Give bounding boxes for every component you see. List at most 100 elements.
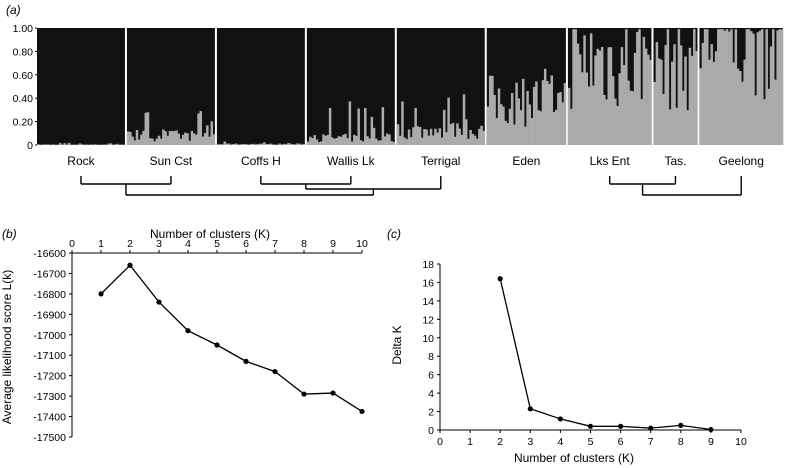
- structure-bar: [267, 143, 270, 145]
- structure-bar: [506, 122, 510, 145]
- structure-bar: [434, 128, 437, 145]
- panel-b-x-tick-label: 10: [356, 238, 368, 250]
- structure-bar: [475, 138, 479, 145]
- structure-bar: [364, 108, 367, 145]
- panel-c-y-tick-label: 6: [428, 370, 434, 382]
- panel-b-x-tick-label: 0: [69, 238, 75, 250]
- structure-bar: [480, 125, 483, 145]
- structure-bar: [622, 65, 626, 145]
- structure-bar: [375, 138, 378, 145]
- structure-bar: [478, 128, 481, 145]
- panel-c-x-tick-label: 8: [678, 436, 684, 448]
- panel-b-data-point: [156, 299, 162, 305]
- structure-bar: [473, 135, 477, 145]
- panel-b-x-tick-label: 5: [214, 238, 220, 250]
- structure-bar: [412, 127, 415, 145]
- structure-bar: [673, 44, 676, 145]
- structure-bar: [462, 94, 466, 145]
- panel-c-data-point: [678, 422, 684, 428]
- structure-bar: [640, 99, 643, 145]
- structure-bar: [249, 144, 253, 145]
- structure-bar: [706, 29, 709, 146]
- structure-bar: [133, 140, 137, 145]
- structure-bar: [245, 144, 248, 145]
- structure-bar: [440, 137, 444, 145]
- structure-bar: [293, 144, 297, 145]
- structure-bar: [585, 72, 589, 145]
- structure-bar: [390, 141, 393, 145]
- structure-bar: [429, 128, 433, 145]
- structure-bar: [372, 127, 376, 145]
- structure-bar: [225, 143, 229, 145]
- structure-bar: [679, 45, 683, 145]
- panel-c-x-tick-label: 4: [557, 436, 563, 448]
- structure-bar: [688, 47, 692, 145]
- structure-bar: [453, 136, 457, 145]
- structure-bar: [719, 29, 722, 146]
- structure-bar: [638, 29, 641, 146]
- structure-bar: [129, 132, 132, 145]
- structure-bar: [80, 144, 84, 145]
- structure-bar: [157, 135, 161, 145]
- structure-bar: [285, 144, 288, 145]
- structure-bar: [747, 29, 751, 146]
- structure-bar: [552, 111, 556, 145]
- structure-bar: [499, 104, 503, 145]
- structure-bar: [67, 142, 71, 145]
- panel-c-y-tick-label: 14: [422, 296, 434, 308]
- panel-c-x-tick-label: 6: [618, 436, 624, 448]
- structure-bar: [269, 143, 273, 145]
- structure-bar: [524, 126, 527, 145]
- structure-bar: [416, 126, 420, 145]
- structure-bar: [642, 36, 646, 146]
- structure-bar: [298, 143, 301, 145]
- structure-bar: [550, 75, 554, 145]
- structure-bar: [736, 68, 740, 145]
- structure-bar: [686, 110, 689, 145]
- structure-bar: [420, 137, 424, 145]
- structure-bar: [164, 131, 167, 145]
- structure-bar: [616, 105, 619, 145]
- structure-bar: [754, 95, 757, 145]
- structure-bar: [660, 59, 663, 146]
- panel-b-y-tick-label: -16600: [33, 248, 66, 260]
- structure-bar: [532, 86, 536, 145]
- structure-bar: [541, 80, 545, 145]
- structure-bar: [530, 118, 534, 145]
- panel-a-y-axis: 0 0.20 0.40 0.60 0.80 1.00: [13, 23, 37, 152]
- structure-bar: [488, 75, 492, 145]
- structure-bar: [309, 136, 312, 145]
- panel-a-y-tick-label: 0: [27, 140, 33, 152]
- panel-c-y-tick-label: 18: [422, 259, 434, 271]
- structure-bar: [370, 116, 374, 145]
- structure-bar: [690, 55, 694, 146]
- panel-b-x-tick-label: 6: [243, 238, 249, 250]
- structure-bar: [710, 44, 713, 145]
- structure-bar: [186, 133, 189, 145]
- panel-c-series: [497, 276, 714, 433]
- structure-bar: [745, 29, 749, 146]
- structure-bar: [94, 144, 97, 145]
- structure-bar: [567, 87, 571, 145]
- structure-bar: [491, 75, 494, 145]
- panel-b-x-tick-label: 4: [185, 238, 191, 250]
- structure-bar: [339, 136, 343, 145]
- structure-bar: [636, 31, 639, 145]
- structure-bar: [317, 142, 321, 145]
- structure-bar: [216, 144, 220, 145]
- structure-bar: [723, 30, 727, 146]
- structure-bar: [155, 138, 159, 145]
- structure-bar: [181, 134, 185, 145]
- structure-bar: [682, 90, 685, 145]
- panel-a-y-tick-label: 0.20: [13, 117, 34, 129]
- structure-bar: [535, 81, 538, 145]
- structure-bar: [320, 141, 323, 145]
- structure-bar: [377, 140, 380, 145]
- panel-b-x-tick-label: 2: [127, 238, 133, 250]
- structure-bar: [703, 29, 707, 146]
- panel-c-x-tick-label: 10: [735, 436, 747, 448]
- structure-bar: [464, 119, 468, 145]
- structure-bar: [589, 33, 593, 145]
- structure-bar: [513, 124, 516, 145]
